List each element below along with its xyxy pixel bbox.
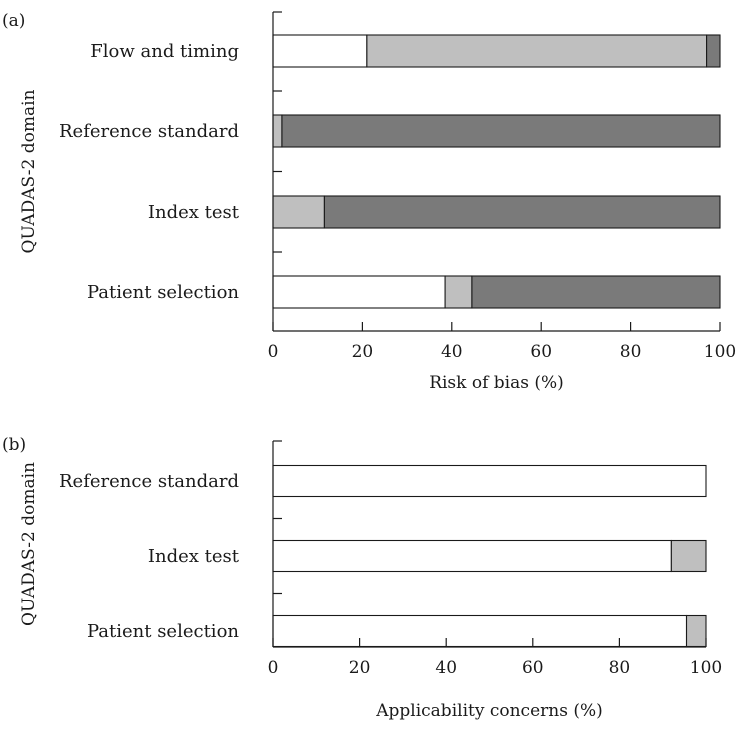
x-tick-label-a-3: 60 — [530, 342, 552, 362]
bar-segment-b-0-0 — [272, 464, 707, 498]
panel-a-risk-of-bias: (a) QUADAS-2 domain Flow and timing Referen… — [2, 11, 736, 393]
bar-segment-b-2-0 — [272, 614, 688, 648]
panel-label-b: (b) — [2, 435, 26, 455]
category-label-b-2: Patient selection — [87, 621, 239, 642]
y-axis-title-b: QUADAS-2 domain — [19, 462, 39, 626]
x-tick-label-b-1: 20 — [349, 658, 371, 678]
x-tick-label-a-1: 20 — [352, 342, 374, 362]
bar-segment-a-0-2 — [706, 34, 721, 68]
category-label-b-0: Reference standard — [59, 471, 239, 492]
x-tick-label-b-2: 40 — [435, 658, 457, 678]
bar-segment-a-3-0 — [272, 275, 446, 309]
bar-segment-a-2-1 — [272, 195, 325, 229]
bar-segment-b-1-1 — [670, 539, 707, 573]
x-axis-title-a: Risk of bias (%) — [429, 373, 564, 393]
category-label-a-1: Reference standard — [59, 121, 239, 142]
x-tick-label-b-5: 100 — [690, 658, 722, 678]
x-tick-label-b-3: 60 — [522, 658, 544, 678]
bar-segment-a-0-0 — [272, 34, 368, 68]
bar-segment-a-1-2 — [281, 114, 721, 148]
x-axis-title-b: Applicability concerns (%) — [375, 701, 603, 721]
category-label-a-2: Index test — [148, 202, 240, 223]
x-tick-label-b-0: 0 — [268, 658, 279, 678]
panel-b-applicability-concerns: (b) QUADAS-2 domain Reference standard Inde… — [2, 435, 722, 721]
bar-segment-a-3-2 — [471, 275, 721, 309]
bar-segment-b-2-1 — [685, 614, 707, 648]
x-tick-label-a-0: 0 — [268, 342, 279, 362]
category-label-a-3: Patient selection — [87, 282, 239, 303]
y-axis-title-a: QUADAS-2 domain — [19, 89, 39, 253]
x-tick-label-a-4: 80 — [620, 342, 642, 362]
panel-label-a: (a) — [2, 11, 25, 31]
bar-segment-a-0-1 — [366, 34, 708, 68]
category-label-b-1: Index test — [148, 546, 240, 567]
bar-segment-a-2-2 — [323, 195, 721, 229]
bar-segment-a-3-1 — [444, 275, 473, 309]
x-tick-label-b-4: 80 — [609, 658, 631, 678]
x-tick-label-a-5: 100 — [704, 342, 736, 362]
bar-segment-b-1-0 — [272, 539, 672, 573]
x-tick-label-a-2: 40 — [441, 342, 463, 362]
category-label-a-0: Flow and timing — [90, 41, 239, 62]
bar-segment-a-1-1 — [272, 114, 283, 148]
